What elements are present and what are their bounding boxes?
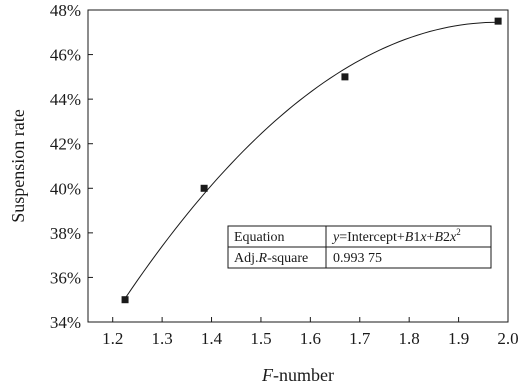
x-tick-label: 2.0 <box>497 329 518 348</box>
x-tick-label: 1.7 <box>349 329 371 348</box>
plot-area <box>87 9 509 323</box>
y-axis: 34% 36% 38% 40% 42% 44% 46% 48% <box>50 1 93 332</box>
y-tick-label: 44% <box>50 90 81 109</box>
y-tick-label: 48% <box>50 1 81 20</box>
data-points <box>121 17 502 304</box>
x-tick-label: 1.5 <box>250 329 271 348</box>
y-axis-title: Suspension rate <box>8 109 28 222</box>
data-point <box>121 296 129 304</box>
x-tick-label: 1.6 <box>300 329 321 348</box>
fit-table: Equation y=Intercept+B1x+B2x2 Adj.R-squa… <box>227 225 492 269</box>
x-tick-label: 1.3 <box>151 329 172 348</box>
fit-table-adj-r-square-value: 0.993 75 <box>333 251 382 266</box>
x-tick-label: 1.4 <box>201 329 223 348</box>
x-tick-label: 1.2 <box>102 329 123 348</box>
x-tick-label: 1.9 <box>448 329 469 348</box>
y-tick-label: 38% <box>50 224 81 243</box>
y-tick-label: 40% <box>50 179 81 198</box>
fit-curve <box>124 21 499 299</box>
y-tick-label: 42% <box>50 135 81 154</box>
fit-table-equation-label: Equation <box>234 230 285 245</box>
x-axis: 1.2 1.3 1.4 1.5 1.6 1.7 1.8 1.9 2.0 <box>102 317 519 348</box>
y-tick-label: 34% <box>50 313 81 332</box>
y-tick-label: 36% <box>50 268 81 287</box>
data-point <box>341 73 349 81</box>
data-point <box>494 17 502 25</box>
x-tick-label: 1.8 <box>399 329 420 348</box>
data-point <box>200 184 208 192</box>
y-tick-label: 46% <box>50 46 81 65</box>
fit-table-equation-value: y=Intercept+B1x+B2x2 <box>331 227 461 245</box>
x-axis-title: F-number <box>261 365 334 385</box>
fit-table-adj-r-square-label: Adj.R-square <box>234 251 308 266</box>
